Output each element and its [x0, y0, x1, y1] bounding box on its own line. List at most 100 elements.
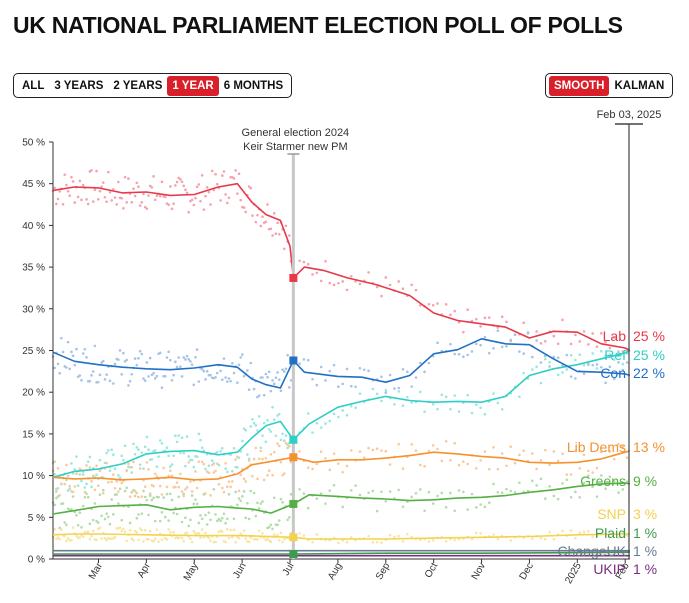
poll-dot	[341, 470, 344, 474]
poll-dot	[543, 448, 547, 452]
range-3-years-button[interactable]: 3 YEARS	[54, 79, 104, 92]
kalman-button[interactable]: KALMAN	[614, 79, 665, 92]
poll-dot	[96, 380, 100, 384]
poll-dot	[199, 536, 202, 539]
poll-dot	[125, 539, 129, 543]
poll-dot	[88, 537, 92, 541]
poll-dot	[552, 537, 556, 541]
poll-dot	[93, 344, 97, 348]
range-all-button[interactable]: ALL	[22, 79, 45, 92]
poll-dot	[406, 532, 409, 536]
poll-dot	[68, 484, 72, 488]
poll-dot	[393, 535, 396, 539]
poll-dot	[96, 484, 100, 488]
poll-dot	[444, 302, 448, 306]
poll-dot	[518, 453, 521, 457]
poll-dot	[587, 362, 590, 366]
poll-dot	[354, 484, 357, 487]
poll-dot	[266, 375, 269, 379]
poll-dot	[599, 365, 603, 369]
party-label-plaid: Plaid	[595, 525, 626, 541]
poll-dot	[155, 465, 159, 468]
poll-dot	[261, 531, 264, 535]
poll-dot	[453, 509, 457, 513]
poll-dot	[574, 490, 577, 494]
poll-dot	[112, 512, 115, 516]
poll-dot	[621, 445, 625, 448]
poll-dot	[215, 371, 219, 375]
poll-dot	[276, 523, 279, 527]
poll-dot	[595, 363, 599, 366]
poll-dot	[384, 276, 388, 279]
poll-dot	[578, 340, 582, 343]
poll-dot	[184, 188, 187, 192]
poll-dot	[187, 524, 191, 528]
poll-dot	[86, 530, 90, 534]
poll-dot	[410, 283, 413, 287]
poll-dot	[418, 390, 422, 394]
poll-dot	[281, 473, 284, 477]
poll-dot	[539, 477, 543, 481]
poll-dot	[177, 536, 180, 540]
poll-dot	[279, 497, 283, 501]
poll-dot	[350, 449, 353, 452]
poll-dot	[232, 528, 236, 532]
poll-dot	[257, 457, 261, 461]
poll-dot	[487, 501, 491, 504]
poll-dot	[569, 342, 573, 346]
poll-dot	[271, 527, 274, 531]
poll-dot	[350, 536, 353, 539]
poll-dot	[190, 540, 194, 544]
poll-dot	[133, 357, 137, 360]
poll-dot	[569, 529, 573, 532]
poll-dot	[252, 387, 256, 391]
range-6-months-button[interactable]: 6 MONTHS	[223, 79, 284, 92]
poll-dot	[612, 479, 616, 483]
poll-dot	[470, 350, 474, 353]
poll-dot	[53, 527, 56, 531]
poll-dot	[591, 485, 594, 489]
poll-dot	[160, 386, 164, 389]
poll-dot	[367, 369, 370, 373]
smooth-button[interactable]: SMOOTH	[549, 75, 610, 96]
poll-dot	[71, 354, 75, 358]
poll-dot	[105, 538, 108, 542]
poll-dot	[222, 357, 226, 360]
range-2-years-button[interactable]: 2 YEARS	[113, 79, 163, 92]
poll-dot	[388, 463, 392, 466]
poll-dot	[535, 365, 538, 368]
poll-dot	[341, 382, 344, 386]
poll-dot	[71, 495, 75, 498]
poll-dot	[286, 443, 289, 446]
poll-dot	[160, 442, 164, 445]
poll-dot	[112, 453, 115, 457]
y-tick-label: 5 %	[28, 513, 45, 524]
poll-dot	[160, 493, 164, 496]
poll-dot	[215, 519, 219, 523]
poll-dot	[457, 353, 461, 356]
poll-dot	[63, 173, 67, 176]
y-tick-label: 40 %	[22, 221, 45, 232]
poll-dot	[122, 527, 125, 531]
poll-dot	[531, 355, 534, 359]
poll-dot	[199, 438, 202, 442]
poll-dot	[587, 343, 590, 346]
poll-dot	[123, 444, 127, 448]
poll-dot	[332, 412, 336, 416]
poll-dot	[457, 489, 461, 492]
poll-dot	[276, 533, 279, 537]
poll-dot	[66, 537, 70, 540]
y-tick-label: 20 %	[22, 388, 45, 399]
poll-dot	[254, 514, 258, 518]
poll-dot	[401, 287, 405, 291]
poll-dot	[61, 350, 65, 354]
poll-dot	[86, 495, 90, 499]
poll-dot	[276, 221, 279, 225]
poll-dot	[115, 203, 118, 206]
poll-dot	[247, 540, 251, 544]
poll-dot	[207, 536, 211, 539]
poll-dot	[367, 491, 370, 495]
poll-dot	[332, 283, 336, 287]
poll-dot	[160, 511, 164, 514]
range-1-year-button[interactable]: 1 YEAR	[167, 75, 219, 96]
